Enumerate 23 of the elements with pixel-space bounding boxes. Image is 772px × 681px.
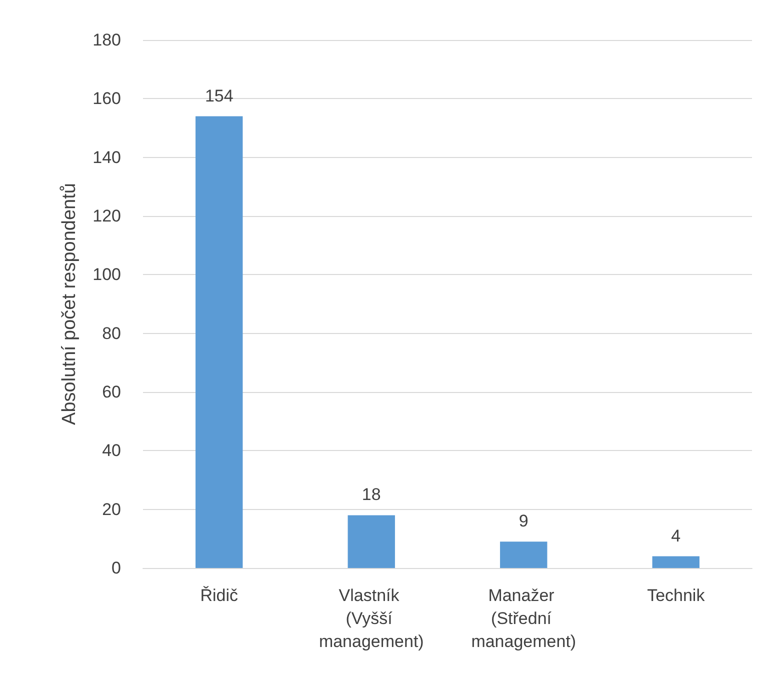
bar xyxy=(348,515,395,568)
y-tick-label: 100 xyxy=(92,265,121,284)
y-tick-label: 60 xyxy=(102,382,121,402)
y-tick-label: 120 xyxy=(92,206,121,226)
bar xyxy=(500,542,548,568)
data-label: 9 xyxy=(518,512,528,531)
x-tick-label: Technik xyxy=(647,586,706,605)
y-tick-label: 180 xyxy=(92,30,121,50)
data-label: 4 xyxy=(671,526,681,546)
data-label: 18 xyxy=(362,485,381,504)
bar xyxy=(196,116,243,568)
y-tick-label: 80 xyxy=(102,324,121,343)
x-tick-label: Vlastník (Vyšší management) xyxy=(318,586,424,651)
bar xyxy=(652,556,700,568)
y-tick-label: 140 xyxy=(92,148,121,167)
y-tick-label: 40 xyxy=(102,441,121,460)
y-tick-label: 20 xyxy=(102,500,121,519)
y-tick-label: 160 xyxy=(92,89,121,108)
x-tick-label: Řidič xyxy=(200,586,239,605)
y-tick-label: 0 xyxy=(112,558,121,578)
x-tick-label: Manažer (Střední management) xyxy=(471,586,576,651)
y-axis-title: Absolutní počet respondentů xyxy=(59,183,80,425)
data-label: 154 xyxy=(204,86,234,106)
